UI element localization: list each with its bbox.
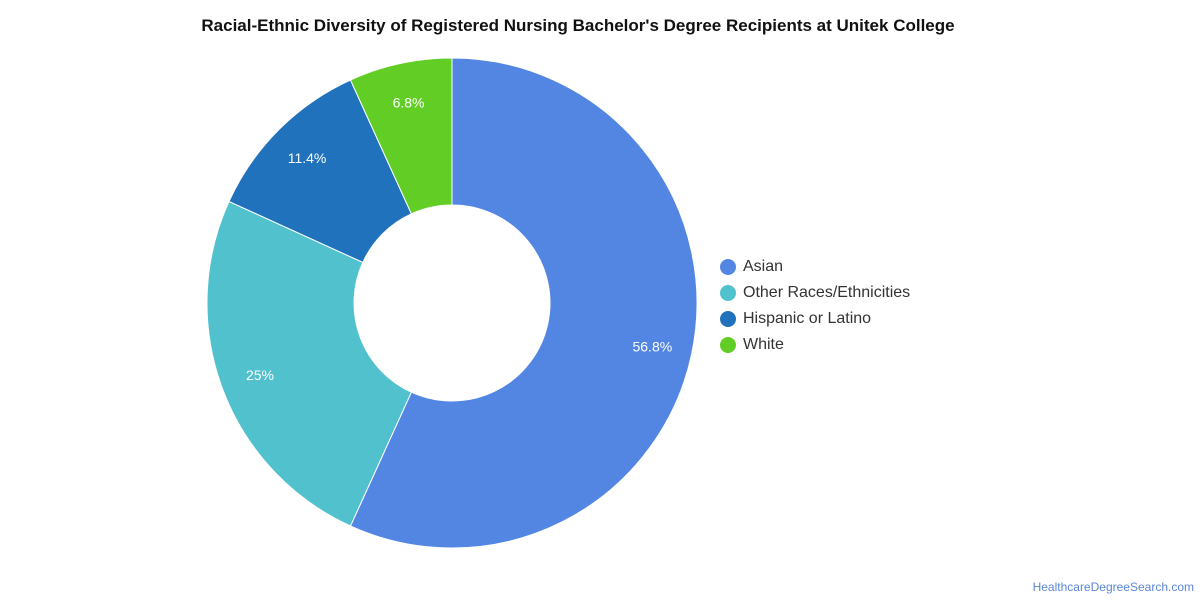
- slices: [206, 57, 698, 549]
- slice-data-label: 25%: [246, 367, 274, 383]
- slice-other-races-ethnicities[interactable]: [206, 200, 413, 527]
- chart-title: Racial-Ethnic Diversity of Registered Nu…: [201, 16, 955, 35]
- legend-item-white[interactable]: White: [720, 332, 910, 358]
- legend-swatch: [720, 259, 736, 275]
- legend-swatch: [720, 285, 736, 301]
- slice-hispanic-or-latino[interactable]: [228, 79, 413, 264]
- legend-swatch: [720, 311, 736, 327]
- legend-item-other-races[interactable]: Other Races/Ethnicities: [720, 280, 910, 306]
- slice-white[interactable]: [349, 57, 453, 215]
- legend-item-hispanic-latino[interactable]: Hispanic or Latino: [720, 306, 910, 332]
- legend-label: White: [743, 336, 784, 353]
- legend-label: Hispanic or Latino: [743, 310, 872, 327]
- legend: Asian Other Races/Ethnicities Hispanic o…: [720, 254, 910, 358]
- slice-data-label: 11.4%: [288, 150, 327, 166]
- legend-swatch: [720, 337, 736, 353]
- legend-label: Asian: [743, 258, 784, 275]
- slice-data-label: 56.8%: [632, 338, 672, 354]
- attribution-link[interactable]: HealthcareDegreeSearch.com: [1032, 580, 1194, 594]
- slice-data-label: 6.8%: [393, 95, 425, 111]
- legend-label: Other Races/Ethnicities: [743, 284, 911, 301]
- legend-item-asian[interactable]: Asian: [720, 254, 910, 280]
- slice-labels: 56.8% 25% 11.4% 6.8%: [246, 95, 672, 383]
- slice-asian[interactable]: [349, 57, 698, 549]
